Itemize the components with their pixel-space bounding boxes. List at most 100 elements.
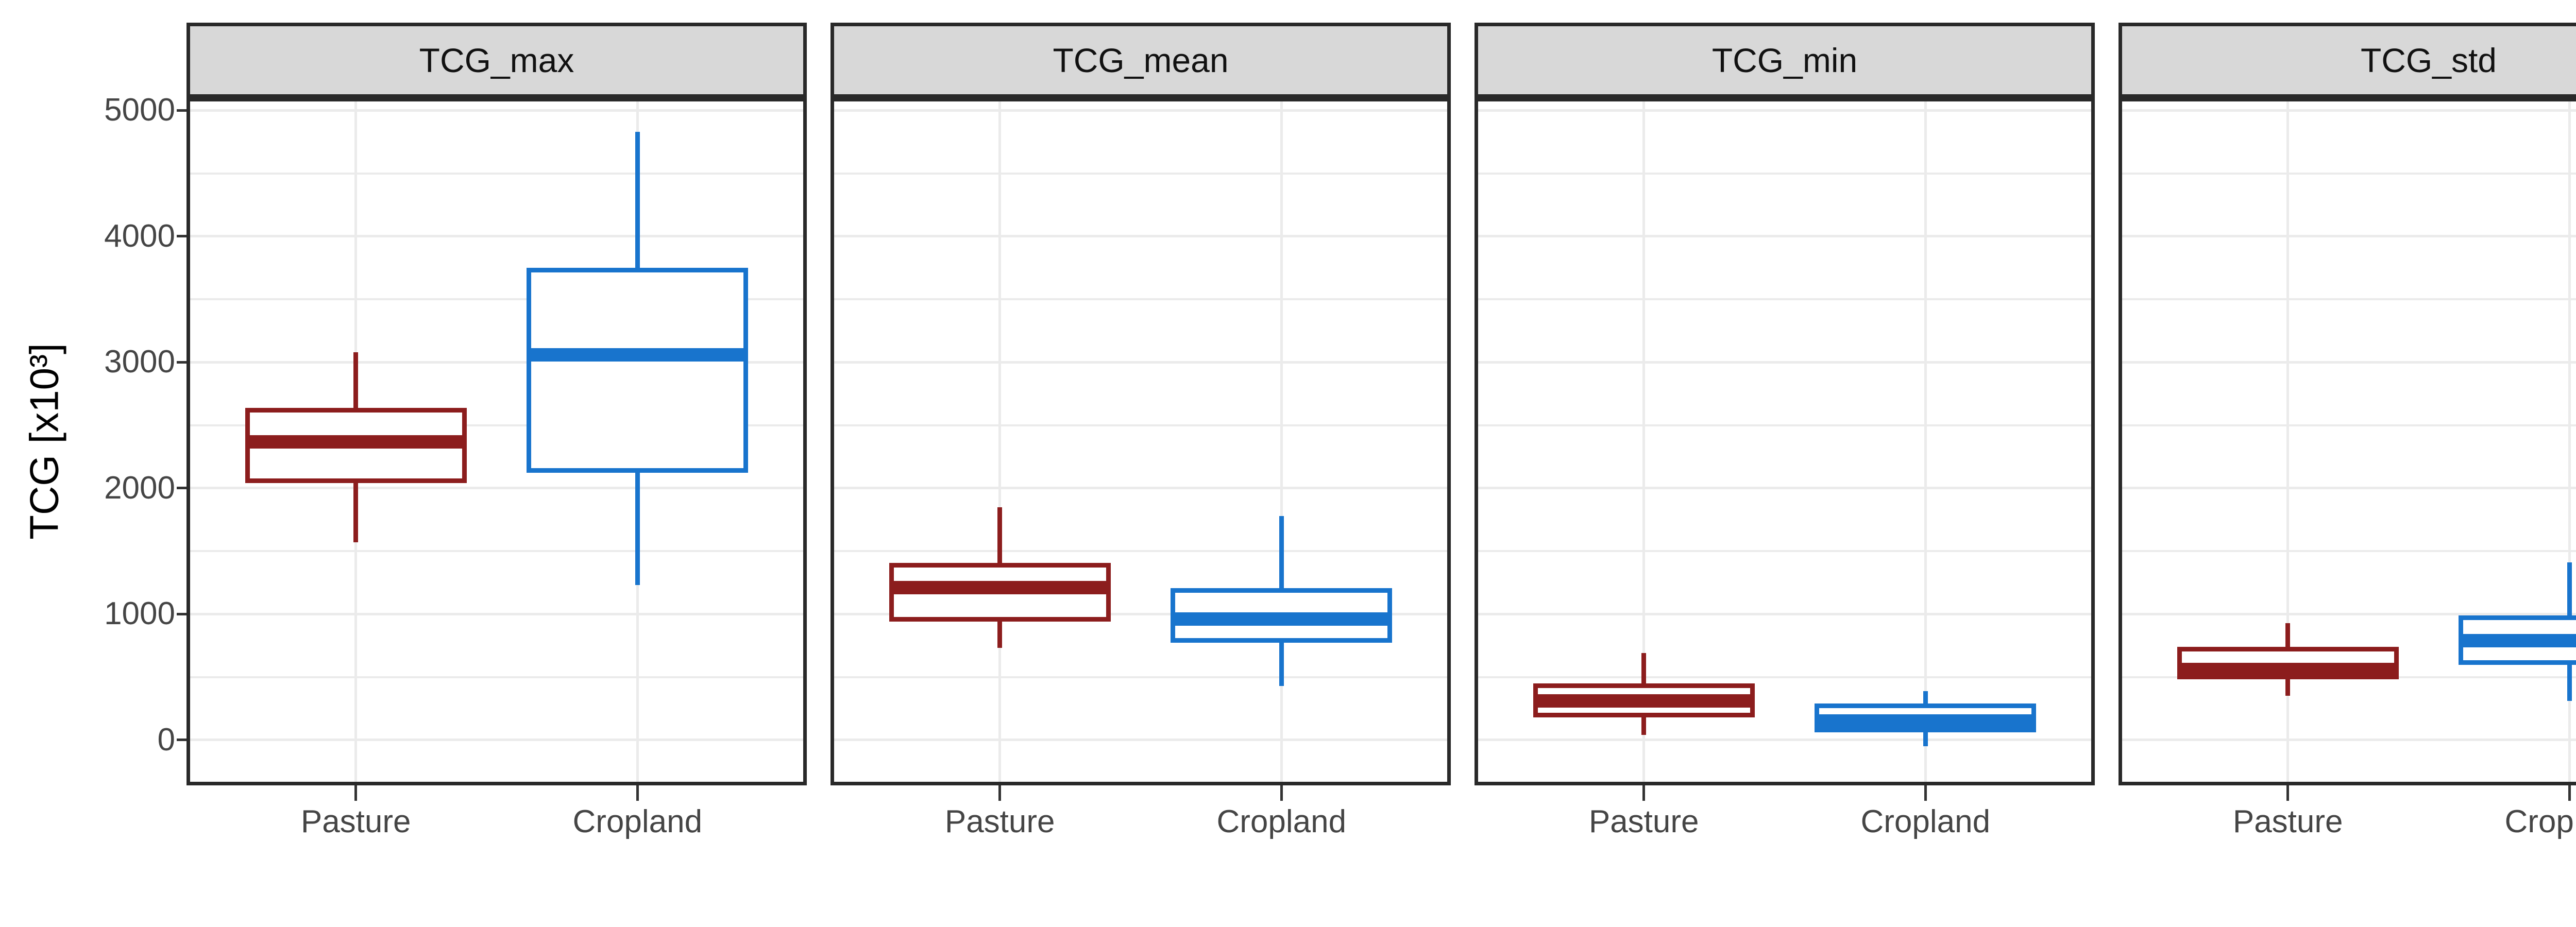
lower-whisker — [1923, 730, 1928, 747]
x-tick-label: Pasture — [1588, 804, 1699, 839]
minor-gridline — [187, 676, 807, 678]
x-tick-mark — [2286, 785, 2290, 801]
facet-strip-label: TCG_max — [419, 41, 574, 79]
median-line — [249, 435, 462, 449]
facet-strip: TCG_max — [187, 23, 807, 98]
x-tick-label: Pasture — [944, 804, 1055, 839]
category-gridline — [2568, 98, 2571, 785]
upper-whisker — [1641, 653, 1647, 686]
lower-whisker — [1279, 640, 1284, 686]
upper-whisker — [635, 132, 640, 270]
minor-gridline — [831, 676, 1451, 678]
major-gridline — [187, 360, 807, 364]
x-tick-mark — [2568, 785, 2571, 801]
median-line — [531, 348, 744, 362]
major-gridline — [187, 612, 807, 615]
major-gridline — [1475, 109, 2095, 112]
x-tick-label: Cropland — [1216, 804, 1347, 839]
minor-gridline — [1475, 676, 2095, 678]
y-tick-label: 5000 — [104, 92, 175, 128]
median-line — [893, 581, 1106, 595]
lower-whisker — [353, 480, 359, 543]
x-tick-mark — [354, 785, 358, 801]
x-tick-mark — [636, 785, 639, 801]
upper-whisker — [2567, 562, 2572, 618]
major-gridline — [2119, 109, 2576, 112]
upper-whisker — [2285, 623, 2291, 649]
median-line — [1537, 694, 1750, 708]
boxplot-box — [527, 268, 749, 473]
facet-panel — [2119, 98, 2576, 785]
major-gridline — [831, 612, 1451, 615]
minor-gridline — [831, 298, 1451, 301]
minor-gridline — [187, 172, 807, 175]
major-gridline — [1475, 739, 2095, 742]
minor-gridline — [2119, 424, 2576, 426]
minor-gridline — [831, 172, 1451, 175]
major-gridline — [2119, 235, 2576, 238]
median-line — [1175, 612, 1388, 626]
lower-whisker — [997, 619, 1003, 648]
x-tick-label: Cropland — [2504, 804, 2576, 839]
facet-strip: TCG_std — [2119, 23, 2576, 98]
major-gridline — [187, 487, 807, 490]
major-gridline — [2119, 487, 2576, 490]
median-line — [1819, 714, 2032, 728]
y-tick-label: 0 — [157, 722, 175, 758]
y-tick-mark — [177, 360, 192, 364]
major-gridline — [2119, 739, 2576, 742]
minor-gridline — [1475, 172, 2095, 175]
minor-gridline — [2119, 172, 2576, 175]
major-gridline — [187, 235, 807, 238]
facet-panel — [187, 98, 807, 785]
minor-gridline — [1475, 550, 2095, 553]
major-gridline — [187, 739, 807, 742]
category-gridline — [2286, 98, 2290, 785]
facet-strip: TCG_min — [1475, 23, 2095, 98]
y-tick-mark — [177, 109, 192, 112]
facet-panel — [831, 98, 1451, 785]
major-gridline — [831, 360, 1451, 364]
minor-gridline — [831, 424, 1451, 426]
x-tick-mark — [1924, 785, 1927, 801]
y-tick-mark — [177, 739, 192, 742]
category-gridline — [1642, 98, 1646, 785]
minor-gridline — [187, 550, 807, 553]
major-gridline — [831, 487, 1451, 490]
minor-gridline — [831, 550, 1451, 553]
major-gridline — [2119, 360, 2576, 364]
facet-panel — [1475, 98, 2095, 785]
major-gridline — [1475, 360, 2095, 364]
x-tick-mark — [1642, 785, 1646, 801]
category-gridline — [1924, 98, 1927, 785]
x-tick-mark — [1280, 785, 1283, 801]
facet-strip-label: TCG_std — [2360, 41, 2497, 79]
x-tick-label: Pasture — [2232, 804, 2343, 839]
x-tick-label: Cropland — [572, 804, 703, 839]
category-gridline — [998, 98, 1002, 785]
facet-strip: TCG_mean — [831, 23, 1451, 98]
y-tick-mark — [177, 487, 192, 490]
lower-whisker — [2285, 677, 2291, 696]
lower-whisker — [1641, 715, 1647, 735]
major-gridline — [2119, 612, 2576, 615]
y-tick-label: 2000 — [104, 470, 175, 506]
y-tick-label: 4000 — [104, 218, 175, 254]
major-gridline — [1475, 487, 2095, 490]
y-tick-label: 1000 — [104, 596, 175, 632]
minor-gridline — [187, 298, 807, 301]
minor-gridline — [2119, 550, 2576, 553]
major-gridline — [1475, 612, 2095, 615]
minor-gridline — [2119, 298, 2576, 301]
major-gridline — [831, 739, 1451, 742]
x-tick-label: Cropland — [1860, 804, 1991, 839]
median-line — [2463, 633, 2576, 647]
major-gridline — [1475, 235, 2095, 238]
upper-whisker — [1923, 691, 1928, 706]
category-gridline — [1280, 98, 1283, 785]
median-line — [2181, 663, 2394, 677]
lower-whisker — [635, 470, 640, 586]
minor-gridline — [1475, 298, 2095, 301]
y-tick-mark — [177, 235, 192, 238]
